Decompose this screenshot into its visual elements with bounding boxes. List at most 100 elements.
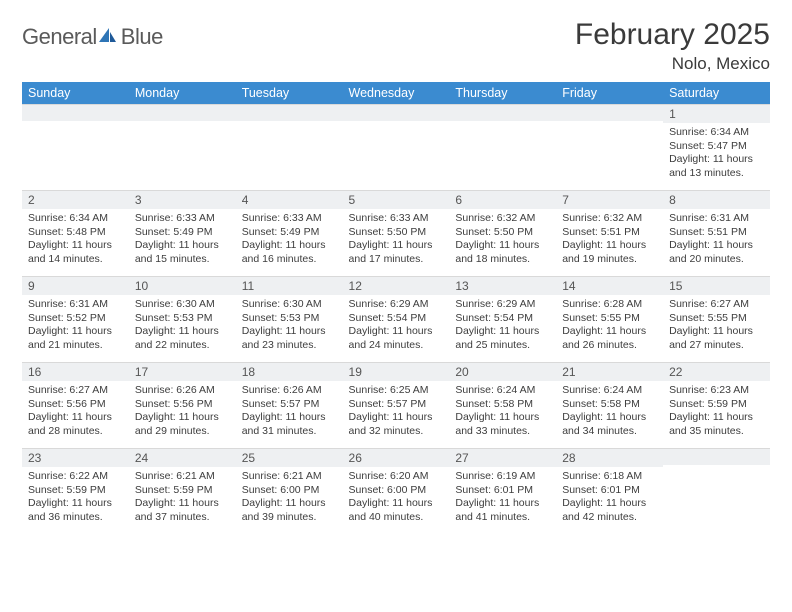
day-body: Sunrise: 6:23 AMSunset: 5:59 PMDaylight:… xyxy=(663,381,770,443)
week-row: 1Sunrise: 6:34 AMSunset: 5:47 PMDaylight… xyxy=(22,104,770,190)
day-cell: 3Sunrise: 6:33 AMSunset: 5:49 PMDaylight… xyxy=(129,190,236,276)
day-body: Sunrise: 6:24 AMSunset: 5:58 PMDaylight:… xyxy=(556,381,663,443)
day-cell: 7Sunrise: 6:32 AMSunset: 5:51 PMDaylight… xyxy=(556,190,663,276)
sunset-text: Sunset: 5:47 PM xyxy=(669,140,764,154)
sunrise-text: Sunrise: 6:33 AM xyxy=(349,212,444,226)
day-cell: 25Sunrise: 6:21 AMSunset: 6:00 PMDayligh… xyxy=(236,448,343,534)
sunset-text: Sunset: 5:54 PM xyxy=(349,312,444,326)
sunrise-text: Sunrise: 6:27 AM xyxy=(28,384,123,398)
sunrise-text: Sunrise: 6:19 AM xyxy=(455,470,550,484)
brand-logo: General Blue xyxy=(22,18,163,50)
day-cell: 1Sunrise: 6:34 AMSunset: 5:47 PMDaylight… xyxy=(663,104,770,190)
day-cell xyxy=(22,104,129,190)
day-body: Sunrise: 6:28 AMSunset: 5:55 PMDaylight:… xyxy=(556,295,663,357)
day-number: 6 xyxy=(449,190,556,209)
day-cell xyxy=(556,104,663,190)
sunset-text: Sunset: 5:52 PM xyxy=(28,312,123,326)
daylight-text: Daylight: 11 hours and 22 minutes. xyxy=(135,325,230,352)
day-cell: 23Sunrise: 6:22 AMSunset: 5:59 PMDayligh… xyxy=(22,448,129,534)
day-number xyxy=(236,104,343,121)
day-body: Sunrise: 6:20 AMSunset: 6:00 PMDaylight:… xyxy=(343,467,450,529)
sunrise-text: Sunrise: 6:18 AM xyxy=(562,470,657,484)
brand-word1: General xyxy=(22,24,97,50)
day-body: Sunrise: 6:31 AMSunset: 5:51 PMDaylight:… xyxy=(663,209,770,271)
day-number: 24 xyxy=(129,448,236,467)
day-body: Sunrise: 6:29 AMSunset: 5:54 PMDaylight:… xyxy=(449,295,556,357)
sunrise-text: Sunrise: 6:27 AM xyxy=(669,298,764,312)
daylight-text: Daylight: 11 hours and 37 minutes. xyxy=(135,497,230,524)
sunset-text: Sunset: 5:49 PM xyxy=(135,226,230,240)
sunrise-text: Sunrise: 6:30 AM xyxy=(135,298,230,312)
day-cell: 8Sunrise: 6:31 AMSunset: 5:51 PMDaylight… xyxy=(663,190,770,276)
day-cell: 13Sunrise: 6:29 AMSunset: 5:54 PMDayligh… xyxy=(449,276,556,362)
sunset-text: Sunset: 5:59 PM xyxy=(669,398,764,412)
day-body: Sunrise: 6:21 AMSunset: 6:00 PMDaylight:… xyxy=(236,467,343,529)
daylight-text: Daylight: 11 hours and 27 minutes. xyxy=(669,325,764,352)
day-number: 3 xyxy=(129,190,236,209)
dow-sun: Sunday xyxy=(22,82,129,104)
day-body: Sunrise: 6:18 AMSunset: 6:01 PMDaylight:… xyxy=(556,467,663,529)
day-number: 27 xyxy=(449,448,556,467)
daylight-text: Daylight: 11 hours and 31 minutes. xyxy=(242,411,337,438)
daylight-text: Daylight: 11 hours and 35 minutes. xyxy=(669,411,764,438)
day-cell: 19Sunrise: 6:25 AMSunset: 5:57 PMDayligh… xyxy=(343,362,450,448)
sunrise-text: Sunrise: 6:23 AM xyxy=(669,384,764,398)
day-number xyxy=(449,104,556,121)
day-cell xyxy=(449,104,556,190)
day-number: 8 xyxy=(663,190,770,209)
day-cell: 20Sunrise: 6:24 AMSunset: 5:58 PMDayligh… xyxy=(449,362,556,448)
day-number: 14 xyxy=(556,276,663,295)
week-row: 23Sunrise: 6:22 AMSunset: 5:59 PMDayligh… xyxy=(22,448,770,534)
day-body: Sunrise: 6:26 AMSunset: 5:56 PMDaylight:… xyxy=(129,381,236,443)
day-cell xyxy=(129,104,236,190)
sunset-text: Sunset: 5:57 PM xyxy=(349,398,444,412)
day-number: 5 xyxy=(343,190,450,209)
day-cell: 28Sunrise: 6:18 AMSunset: 6:01 PMDayligh… xyxy=(556,448,663,534)
daylight-text: Daylight: 11 hours and 29 minutes. xyxy=(135,411,230,438)
sunrise-text: Sunrise: 6:24 AM xyxy=(455,384,550,398)
day-body: Sunrise: 6:33 AMSunset: 5:49 PMDaylight:… xyxy=(236,209,343,271)
daylight-text: Daylight: 11 hours and 21 minutes. xyxy=(28,325,123,352)
day-number: 10 xyxy=(129,276,236,295)
sunrise-text: Sunrise: 6:22 AM xyxy=(28,470,123,484)
day-cell: 12Sunrise: 6:29 AMSunset: 5:54 PMDayligh… xyxy=(343,276,450,362)
day-number: 18 xyxy=(236,362,343,381)
day-cell: 4Sunrise: 6:33 AMSunset: 5:49 PMDaylight… xyxy=(236,190,343,276)
day-number: 23 xyxy=(22,448,129,467)
day-number xyxy=(22,104,129,121)
sunset-text: Sunset: 5:55 PM xyxy=(669,312,764,326)
day-number: 11 xyxy=(236,276,343,295)
day-number xyxy=(663,448,770,465)
daylight-text: Daylight: 11 hours and 18 minutes. xyxy=(455,239,550,266)
day-number: 12 xyxy=(343,276,450,295)
daylight-text: Daylight: 11 hours and 23 minutes. xyxy=(242,325,337,352)
brand-word2: Blue xyxy=(121,24,163,50)
dow-fri: Friday xyxy=(556,82,663,104)
sunset-text: Sunset: 5:53 PM xyxy=(242,312,337,326)
day-body: Sunrise: 6:29 AMSunset: 5:54 PMDaylight:… xyxy=(343,295,450,357)
day-number: 28 xyxy=(556,448,663,467)
sunrise-text: Sunrise: 6:26 AM xyxy=(135,384,230,398)
dow-mon: Monday xyxy=(129,82,236,104)
sunset-text: Sunset: 5:59 PM xyxy=(135,484,230,498)
day-cell: 22Sunrise: 6:23 AMSunset: 5:59 PMDayligh… xyxy=(663,362,770,448)
sunrise-text: Sunrise: 6:31 AM xyxy=(669,212,764,226)
daylight-text: Daylight: 11 hours and 24 minutes. xyxy=(349,325,444,352)
sunrise-text: Sunrise: 6:34 AM xyxy=(28,212,123,226)
daylight-text: Daylight: 11 hours and 41 minutes. xyxy=(455,497,550,524)
dow-tue: Tuesday xyxy=(236,82,343,104)
day-body: Sunrise: 6:24 AMSunset: 5:58 PMDaylight:… xyxy=(449,381,556,443)
day-cell: 24Sunrise: 6:21 AMSunset: 5:59 PMDayligh… xyxy=(129,448,236,534)
day-body: Sunrise: 6:31 AMSunset: 5:52 PMDaylight:… xyxy=(22,295,129,357)
sunset-text: Sunset: 5:55 PM xyxy=(562,312,657,326)
location: Nolo, Mexico xyxy=(575,54,770,74)
day-number: 26 xyxy=(343,448,450,467)
daylight-text: Daylight: 11 hours and 13 minutes. xyxy=(669,153,764,180)
day-body: Sunrise: 6:32 AMSunset: 5:51 PMDaylight:… xyxy=(556,209,663,271)
day-cell: 27Sunrise: 6:19 AMSunset: 6:01 PMDayligh… xyxy=(449,448,556,534)
daylight-text: Daylight: 11 hours and 34 minutes. xyxy=(562,411,657,438)
week-row: 16Sunrise: 6:27 AMSunset: 5:56 PMDayligh… xyxy=(22,362,770,448)
sunrise-text: Sunrise: 6:31 AM xyxy=(28,298,123,312)
sunrise-text: Sunrise: 6:29 AM xyxy=(455,298,550,312)
day-number: 9 xyxy=(22,276,129,295)
